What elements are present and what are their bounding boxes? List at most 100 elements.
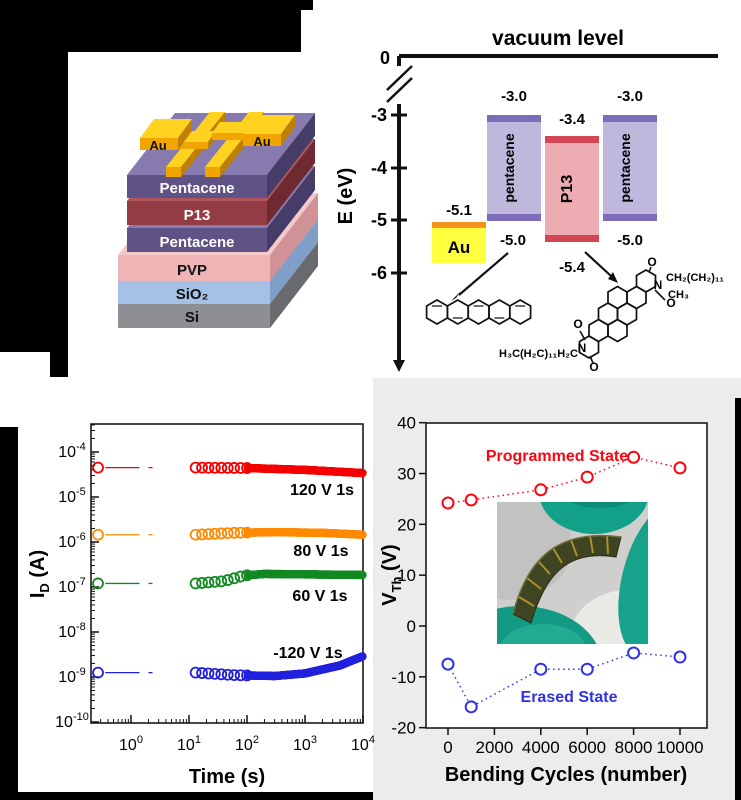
level-label: -3.0 [501, 88, 527, 105]
axis-break-slash-1 [386, 65, 413, 91]
glove-finger-right [618, 503, 648, 644]
electrode-bar-front [205, 167, 220, 177]
glove-finger-top [540, 502, 648, 534]
y-tick-label: 10-6 [58, 531, 86, 551]
pentacene-block-1-top-band [487, 115, 541, 122]
y-tick-label: 10-7 [58, 576, 86, 596]
black-border-bottom-band [0, 792, 373, 800]
glove-thumb-highlight [501, 624, 585, 644]
electrode-bar-front [166, 167, 181, 177]
level-label: -5.4 [559, 259, 586, 276]
retention-chart: 100 101 102 103 104 10-4 10-5 10-6 10-7 10-8 10-9 1… [27, 423, 375, 788]
layer-p13-side [267, 139, 315, 225]
level-label: -5.0 [617, 232, 643, 249]
x-tick-label: 10000 [656, 738, 703, 757]
data-point [202, 576, 215, 589]
layer-pvp-front [118, 255, 270, 281]
data-point [189, 461, 202, 474]
arrow-to-pentacene-molecule [458, 252, 509, 296]
data-point [202, 528, 215, 540]
alkyl-chain-label-left: H₃C(H₂C)₁₁H₂C [499, 348, 578, 360]
pentacene-ring [508, 299, 532, 325]
inset-photo-flexible-device [497, 502, 648, 644]
data-point-dense [358, 652, 367, 661]
data-point [580, 662, 594, 676]
black-border-left-thin [0, 427, 18, 800]
x-tick-label: 104 [351, 734, 375, 754]
data-point-start [92, 461, 104, 474]
p13-molecule-structure [578, 269, 657, 359]
black-border-left-bar [0, 0, 68, 352]
energy-tick-0: 0 [380, 48, 390, 68]
alkyl-chain-label-right: CH₂(CH₂)₁₁ [666, 272, 724, 284]
energy-axis-arrowhead [393, 360, 405, 372]
electrode-pad-right-top [243, 115, 295, 134]
data-point [580, 470, 594, 484]
bending-xlabel: Bending Cycles (number) [445, 764, 687, 786]
chip-gold-stripes [518, 535, 609, 607]
pentacene-ring [488, 299, 511, 325]
ylabel-main: V [379, 592, 401, 606]
layer-pentacene-top-front [127, 175, 267, 198]
energy-axis-ticks [391, 113, 407, 275]
data-point [441, 496, 455, 510]
x-tick-label: 101 [177, 734, 201, 754]
data-point-start [92, 577, 104, 590]
y-tick-label: 10-4 [58, 441, 86, 461]
data-point [221, 574, 234, 586]
x-tick-label: 0 [443, 738, 452, 757]
pentacene-block-1 [487, 115, 541, 221]
pentacene-block-1-label: pentacene [501, 133, 517, 202]
pentacene-block-2 [603, 115, 657, 221]
data-point-dense [358, 570, 367, 580]
x-tick-label: 102 [235, 734, 259, 754]
data-point [196, 577, 208, 589]
vacuum-level-title: vacuum level [492, 27, 624, 50]
device-stack-schematic [118, 112, 318, 328]
au-level-band [432, 222, 486, 228]
data-point [202, 461, 215, 474]
pentacene-molecule-structure [425, 299, 532, 325]
oxygen-atom-label: O [647, 255, 656, 269]
ylabel-sub: D [37, 583, 52, 592]
arrow-to-pentacene-head [451, 291, 461, 301]
arrow-to-p13-head [608, 272, 618, 283]
data-point [464, 493, 478, 507]
p13-ring [635, 269, 657, 293]
data-point [208, 461, 221, 474]
oxygen-atom-label: O [666, 296, 675, 310]
electrode-pad-right-front [243, 134, 281, 146]
data-point [627, 646, 641, 660]
energy-tick-m5: -5 [371, 210, 387, 230]
x-tick-label: 100 [119, 734, 143, 754]
series-label-80v: 80 V 1s [293, 543, 348, 560]
y-tick-label: 20 [397, 515, 416, 534]
bending-chart-ticks: -20 -10 0 10 20 30 40 0 2000 4000 6000 8000 10000 [391, 414, 703, 757]
data-point [196, 667, 208, 679]
y-tick-label: 10-10 [55, 711, 89, 731]
x-tick-label: 6000 [568, 738, 606, 757]
retention-xlabel: Time (s) [189, 766, 265, 788]
black-border-left-stub [50, 352, 68, 377]
pentacene-ring [467, 299, 490, 325]
series-label-m120v: -120 V 1s [273, 645, 342, 662]
chip-top-edge [512, 535, 622, 615]
nitrogen-atom-label: N [578, 341, 587, 355]
data-point-start [92, 666, 104, 679]
layer-label-p13: P13 [184, 207, 211, 224]
au-block [432, 228, 486, 263]
y-tick-label: 30 [397, 465, 416, 484]
layer-p13-front [127, 201, 267, 225]
electrode-label-au-left: Au [149, 138, 166, 153]
electrode-pad-left-side [178, 119, 192, 150]
data-point [208, 575, 221, 588]
level-label: -3.0 [617, 88, 643, 105]
series-line [447, 652, 681, 708]
p13-molecule-labels: O O O O N N CH₂(CH₂)₁₁ CH₃ H₃C(H₂C)₁₁H₂C [499, 255, 724, 374]
electrode-label-au-right: Au [253, 134, 270, 149]
au-level-label: -5.1 [446, 202, 472, 219]
y-tick-label: 10-9 [58, 666, 86, 686]
data-point-dense [358, 530, 367, 539]
y-tick-label: 0 [407, 617, 416, 636]
series-label-120v: 120 V 1s [290, 482, 354, 499]
